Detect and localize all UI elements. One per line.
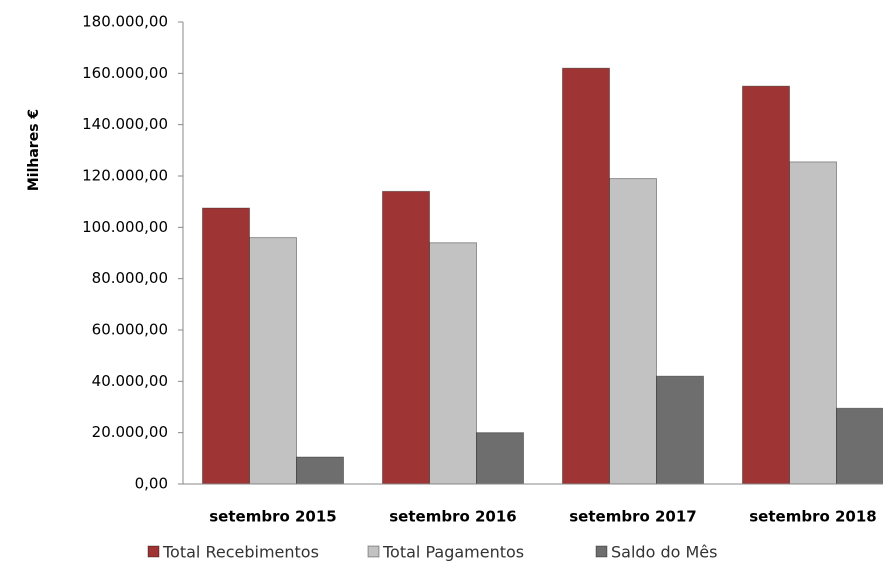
legend-swatch <box>595 545 608 558</box>
legend-label: Total Recebimentos <box>162 543 319 562</box>
bar <box>202 207 250 485</box>
y-tick-label: 140.000,00 <box>82 115 168 133</box>
x-tick-label: setembro 2016 <box>389 508 517 526</box>
bar <box>836 407 883 485</box>
bar <box>609 178 657 485</box>
bar <box>296 456 344 485</box>
y-axis-label: Milhares € <box>26 109 42 191</box>
y-tick-label: 20.000,00 <box>92 423 168 441</box>
y-tick-label: 120.000,00 <box>82 167 168 185</box>
legend-label: Total Pagamentos <box>382 543 524 562</box>
x-tick-label: setembro 2018 <box>749 508 877 526</box>
x-tick-label: setembro 2017 <box>569 508 697 526</box>
legend-swatch <box>147 545 160 558</box>
bar <box>789 161 837 485</box>
y-tick-label: 160.000,00 <box>82 64 168 82</box>
legend-swatch <box>367 545 380 558</box>
y-tick-label: 80.000,00 <box>92 269 168 287</box>
y-tick-label: 180.000,00 <box>82 13 168 31</box>
bar <box>562 67 610 485</box>
bar <box>476 432 524 485</box>
y-tick-label: 40.000,00 <box>92 372 168 390</box>
bar <box>742 85 790 485</box>
bar <box>656 375 704 485</box>
y-tick-label: 60.000,00 <box>92 321 168 339</box>
bar <box>382 190 430 485</box>
bar <box>249 237 297 485</box>
legend-label: Saldo do Mês <box>611 543 717 562</box>
y-tick-label: 0,00 <box>135 475 168 493</box>
x-tick-label: setembro 2015 <box>209 508 337 526</box>
y-tick-label: 100.000,00 <box>82 218 168 236</box>
bar <box>429 242 477 485</box>
